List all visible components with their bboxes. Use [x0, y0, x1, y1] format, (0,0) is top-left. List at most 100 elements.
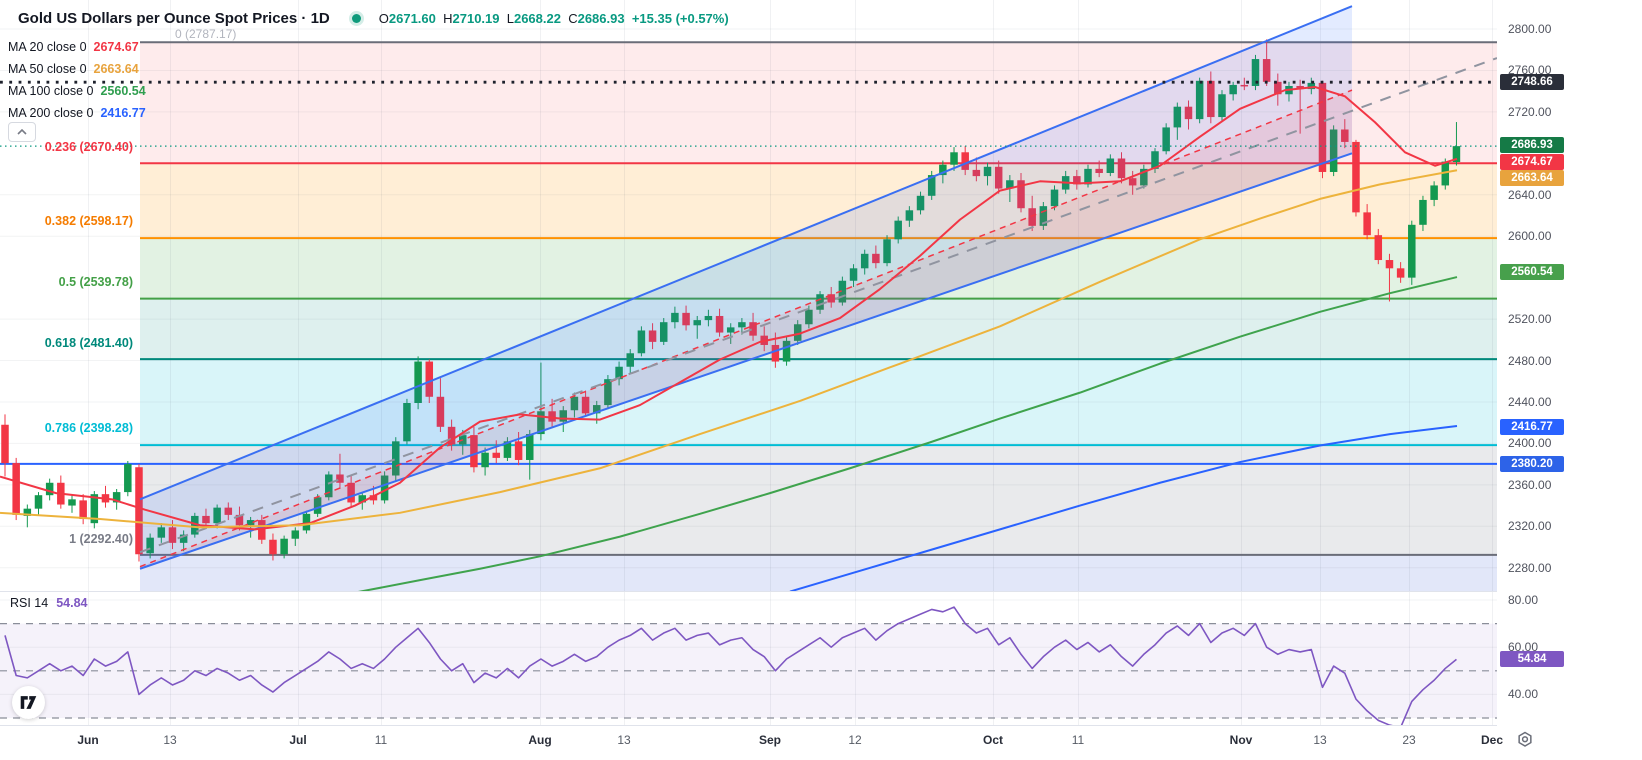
candle-down — [682, 312, 690, 326]
candle-down — [514, 441, 523, 460]
price-tick: 2360.00 — [1508, 477, 1552, 492]
candle-up — [782, 340, 791, 362]
open-prefix: O — [378, 11, 389, 26]
candle-down — [347, 482, 355, 503]
ma-line-ma-200[interactable] — [789, 425, 1458, 592]
ma-200-value: 2416.77 — [100, 106, 146, 120]
channel-red-dashed-line[interactable] — [139, 89, 1353, 568]
candle-down — [827, 294, 835, 303]
candle-up — [1006, 180, 1014, 189]
legend-ma-20[interactable]: MA 20 close 0 2674.67 — [8, 37, 139, 57]
channel-lower-line[interactable] — [139, 152, 1353, 570]
candle-down — [581, 396, 590, 414]
settings-button[interactable] — [1516, 731, 1536, 751]
symbol-title[interactable]: Gold US Dollars per Ounce Spot Prices · … — [18, 10, 330, 27]
candle-down — [436, 396, 445, 427]
high-value: 2710.19 — [452, 11, 500, 26]
ma-20-label: MA 20 close 0 — [8, 40, 87, 54]
price-tick: 2280.00 — [1508, 560, 1552, 575]
candle-up — [1251, 59, 1260, 86]
candle-down — [1128, 178, 1137, 186]
candle-down — [1184, 106, 1193, 120]
ohlc-readout: O2671.60 H2710.19 L2668.22 C2686.93 +15.… — [379, 11, 729, 26]
fib-zone — [140, 359, 1497, 446]
candle-up — [526, 434, 534, 460]
candle-down — [1341, 129, 1349, 142]
ma-50-value: 2663.64 — [93, 62, 139, 76]
candle-up — [1430, 185, 1438, 200]
channel-median-dashed-line[interactable] — [139, 57, 1497, 554]
candle-up — [146, 537, 154, 554]
legend-ma-50[interactable]: MA 50 close 0 2663.64 — [8, 59, 139, 79]
candle-up — [414, 361, 422, 403]
candle-down — [1240, 84, 1249, 87]
channel-fill — [140, 6, 1352, 569]
gridlines — [0, 0, 1497, 725]
candle-down — [202, 515, 210, 524]
candle-down — [548, 411, 556, 422]
candle-up — [68, 499, 76, 506]
candle-up — [90, 494, 99, 524]
candle-up — [481, 452, 489, 468]
candle-up — [659, 322, 668, 342]
candle-down — [79, 500, 87, 520]
fib-zone — [140, 42, 1497, 164]
price-tick: 2600.00 — [1508, 229, 1552, 244]
candle-up — [1151, 151, 1159, 169]
candle-up — [1140, 168, 1148, 186]
price-tick: 2760.00 — [1508, 63, 1552, 78]
trend-channel — [139, 5, 1497, 570]
candle-up — [860, 253, 869, 269]
candle-up — [927, 175, 936, 196]
time-tick-jul: Jul — [289, 733, 307, 747]
candle-up — [124, 464, 132, 493]
channel-upper-line[interactable] — [139, 5, 1353, 501]
candle-down — [447, 426, 456, 445]
candle-up — [313, 497, 322, 514]
price-badge: 2560.54 — [1500, 264, 1564, 280]
rsi-line[interactable] — [4, 606, 1457, 727]
rsi-tick: 40.00 — [1508, 687, 1539, 702]
candle-up — [849, 268, 858, 281]
legend-ma-200[interactable]: MA 200 close 0 2416.77 — [8, 103, 146, 123]
candle-up — [626, 353, 634, 367]
candle-up — [838, 280, 847, 303]
market-status-dot-icon[interactable] — [351, 14, 361, 23]
candle-up — [570, 396, 579, 411]
time-tick-jun: Jun — [77, 733, 99, 747]
candle-up — [280, 538, 288, 555]
time-tick-dec: Dec — [1480, 733, 1503, 747]
tradingview-logo[interactable] — [12, 686, 45, 719]
candles — [1, 39, 1461, 562]
candle-up — [358, 495, 367, 503]
rsi-legend[interactable]: RSI 14 54.84 — [10, 596, 88, 610]
time-tick-aug: Aug — [528, 733, 552, 747]
candle-up — [671, 312, 679, 323]
candle-down — [12, 463, 20, 515]
candle-up — [592, 405, 601, 414]
time-tick-13: 13 — [163, 733, 177, 747]
price-axis[interactable]: 2800.00 2760.00 2720.00 2640.00 2600.00 2520.… — [1497, 0, 1642, 760]
price-tick: 2640.00 — [1508, 187, 1552, 202]
close-prefix: C — [568, 11, 578, 26]
candle-up — [604, 379, 612, 406]
ma-line-ma-50[interactable] — [0, 169, 1458, 529]
candle-up — [503, 441, 512, 458]
legend-collapse-button[interactable] — [8, 122, 36, 142]
legend-ma-100[interactable]: MA 100 close 0 2560.54 — [8, 81, 146, 101]
chart-header[interactable]: Gold US Dollars per Ounce Spot Prices · … — [18, 10, 729, 27]
ma-line-ma-100[interactable] — [355, 276, 1458, 593]
candle-up — [1441, 161, 1450, 186]
candle-up — [1408, 224, 1416, 278]
candle-up — [1307, 82, 1316, 90]
candle-up — [179, 534, 188, 543]
candle-down — [135, 467, 143, 555]
candle-up — [246, 520, 255, 526]
time-tick-sep: Sep — [758, 733, 781, 747]
price-tick: 2440.00 — [1508, 394, 1552, 409]
fib-label: 0.236 (2670.40) — [44, 140, 133, 154]
channel-lower-fill — [140, 90, 1352, 569]
fib-label: 0.5 (2539.78) — [58, 275, 133, 289]
